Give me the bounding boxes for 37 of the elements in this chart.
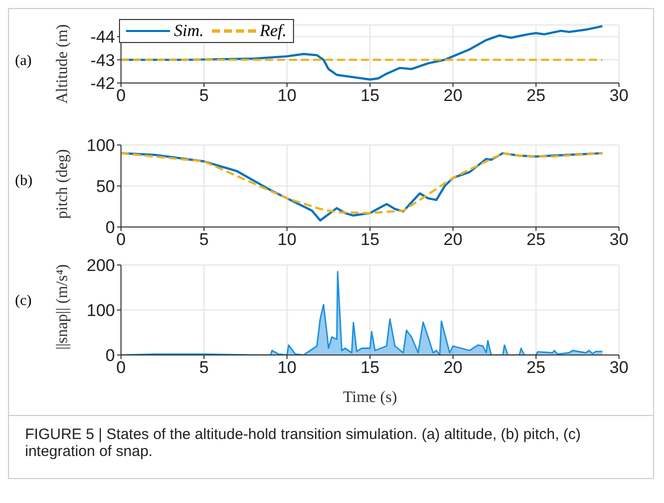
y-tick-label: 0 [106,218,115,238]
x-tick-label: 20 [444,86,462,106]
x-tick-label: 20 [444,358,462,378]
y-tick-label: 0 [106,346,115,366]
x-tick-label: 25 [526,230,546,250]
x-tick-label: 30 [610,358,628,378]
x-tick-label: 15 [360,358,380,378]
x-tick-label: 25 [526,86,546,106]
x-tick-label: 30 [610,230,628,250]
x-tick-label: 5 [199,358,209,378]
y-axis-title: ||snap|| (m/s⁴) [54,264,72,350]
text: (c) [15,293,32,310]
x-tick-label: 5 [199,86,209,106]
x-tick-label: 5 [199,230,209,250]
y-axis-title: pitch (deg) [54,149,72,219]
x-tick-label: 10 [278,358,296,378]
y-tick-label: -42 [90,74,115,94]
x-axis-title: Time (s) [342,389,398,407]
text: (a) [15,53,32,70]
y-axis-title: Altitude (m) [54,24,72,104]
text: (b) [15,173,32,190]
x-tick-label: 15 [360,230,380,250]
caption: FIGURE 5 | States of the altitude-hold transition simulation. (a) altitude, (b) pitch, (c) integration of snap. [25,426,582,460]
x-tick-label: 30 [610,86,628,106]
x-tick-label: 20 [444,230,462,250]
y-tick-label: 100 [86,136,115,156]
legend-label: Sim. [174,21,204,41]
y-tick-label: -44 [90,28,115,47]
y-tick-label: 100 [86,301,115,320]
y-tick-label: 50 [96,177,115,196]
y-tick-label: 200 [86,256,115,276]
x-tick-label: 25 [526,358,546,378]
x-tick-label: 15 [360,86,380,106]
legend-label: Ref. [260,21,287,41]
y-tick-label: -43 [90,50,115,70]
x-tick-label: 10 [278,230,296,250]
x-tick-label: 10 [278,86,296,106]
